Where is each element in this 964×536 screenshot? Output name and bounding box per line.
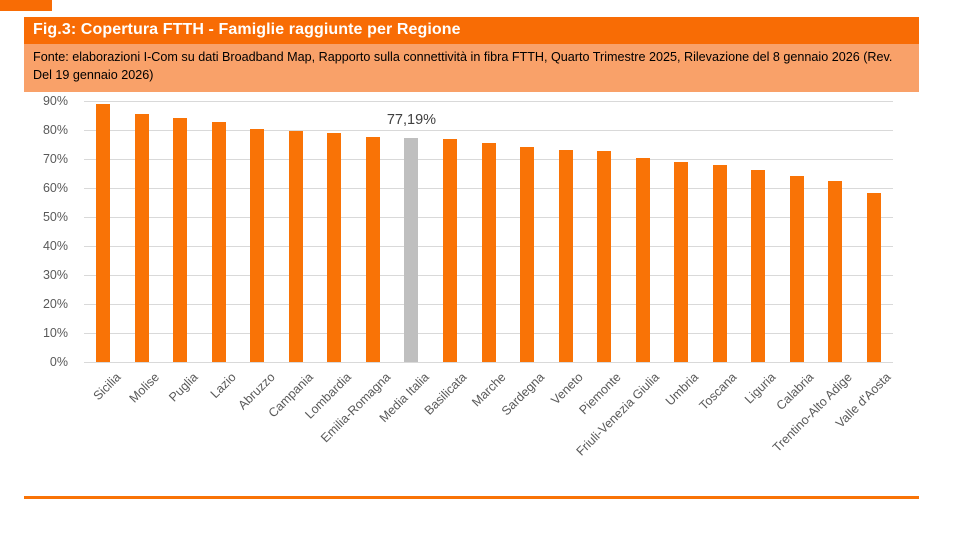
media-italia-value-label: 77,19% xyxy=(386,112,437,128)
bar-toscana xyxy=(712,165,727,362)
y-axis-tick-40: 40% xyxy=(42,239,68,253)
bar-valle-d-aosta xyxy=(866,192,881,362)
x-axis-label-lazio: Lazio xyxy=(207,370,239,402)
bar-trentino-alto-adige xyxy=(828,180,843,362)
bar-campania xyxy=(288,130,303,362)
x-axis-label-puglia: Puglia xyxy=(165,370,201,405)
y-axis-tick-50: 50% xyxy=(42,210,68,224)
bar-marche xyxy=(481,142,496,362)
x-axis-label-sicilia: Sicilia xyxy=(90,370,124,403)
x-axis-label-emilia-romagna: Emilia-Romagna xyxy=(317,370,393,446)
gridline-90 xyxy=(84,101,893,102)
bar-liguria xyxy=(751,169,766,362)
bar-molise xyxy=(134,114,149,362)
x-axis-label-veneto: Veneto xyxy=(548,370,586,408)
bar-lombardia xyxy=(327,133,342,362)
bar-sardegna xyxy=(520,147,535,362)
y-axis-tick-70: 70% xyxy=(42,152,68,166)
y-axis-tick-60: 60% xyxy=(42,181,68,195)
bar-veneto xyxy=(558,149,573,362)
y-axis-tick-80: 80% xyxy=(42,123,68,137)
bar-media-italia xyxy=(404,138,419,362)
x-axis-label-toscana: Toscana xyxy=(696,370,740,413)
bar-basilicata xyxy=(442,138,457,362)
y-axis-tick-20: 20% xyxy=(42,297,68,311)
bar-puglia xyxy=(173,118,188,362)
figure-source-note: Fonte: elaborazioni I-Com su dati Broadb… xyxy=(24,44,919,92)
bar-lazio xyxy=(211,121,226,362)
bar-piemonte xyxy=(597,151,612,362)
x-axis-label-liguria: Liguria xyxy=(741,370,779,407)
y-axis-tick-30: 30% xyxy=(42,268,68,282)
bar-sicilia xyxy=(96,104,111,362)
bar-emilia-romagna xyxy=(365,137,380,362)
bar-umbria xyxy=(674,162,689,362)
figure-header: Fig.3: Copertura FTTH - Famiglie raggiun… xyxy=(24,17,919,92)
x-axis-label-molise: Molise xyxy=(126,370,162,406)
figure-title: Fig.3: Copertura FTTH - Famiglie raggiun… xyxy=(24,17,919,44)
gridline-80 xyxy=(84,130,893,131)
y-axis-tick-10: 10% xyxy=(42,326,68,340)
y-axis-tick-90: 90% xyxy=(42,94,68,108)
bar-calabria xyxy=(789,175,804,362)
gridline-0 xyxy=(84,362,893,363)
bar-abruzzo xyxy=(250,128,265,362)
x-axis-label-umbria: Umbria xyxy=(662,370,702,409)
y-axis-tick-0: 0% xyxy=(49,355,68,369)
page-corner-accent xyxy=(0,0,52,11)
bottom-divider xyxy=(24,496,919,499)
bar-friuli-venezia-giulia xyxy=(635,157,650,362)
